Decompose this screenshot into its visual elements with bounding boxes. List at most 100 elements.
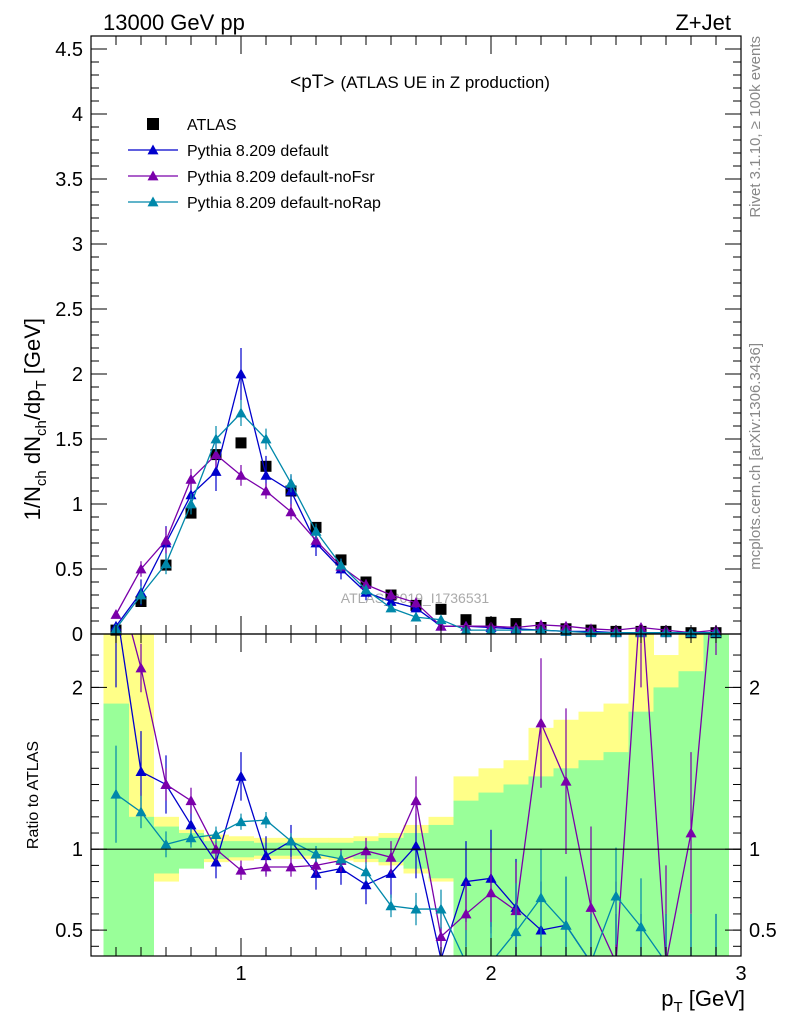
ratio-series-1-point	[135, 662, 147, 673]
main-ylabel: 1/Nch dNch/dpT [GeV]	[20, 318, 50, 520]
ratio-series-2-point	[610, 890, 622, 901]
data-point	[235, 437, 247, 449]
ratio-series-2-point	[285, 835, 297, 846]
series-1-point	[385, 596, 397, 606]
ratio-series-1-point	[111, 569, 122, 579]
main-ytick-label: 0.5	[55, 559, 83, 581]
ratio-ytick-label-right: 2	[749, 677, 760, 699]
band-green-bin	[703, 634, 729, 956]
series-2-point	[235, 469, 247, 480]
side-mcplots: mcplots.cern.ch [arXiv:1306.3436]	[747, 343, 764, 570]
band-green-bin	[128, 816, 154, 956]
ratio-series-0-point	[260, 850, 272, 861]
series-3-point	[335, 559, 347, 570]
ratio-series-2-point	[360, 866, 372, 877]
data-point	[435, 603, 447, 615]
ratio-series-2-point	[410, 903, 422, 914]
axes-layer: 0 0.5 1 1.5 2 2.5 3 3.5 4 4.5 0.5 0.5 1 1 2 2 1 2 3	[55, 35, 777, 985]
main-ytick-label: 3	[72, 234, 83, 256]
main-title-subtitle: (ATLAS UE in Z production)	[340, 73, 549, 92]
legend-label: Pythia 8.209 default-noFsr	[187, 169, 375, 186]
series-2-point	[185, 473, 197, 484]
series-2-point	[310, 534, 322, 545]
main-ytick-label: 1	[72, 494, 83, 516]
ratio-ylabel: Ratio to ATLAS	[25, 741, 42, 849]
ratio-series-2-point	[711, 957, 722, 967]
ratio-series-2-point	[335, 853, 347, 864]
series-3-point	[260, 433, 272, 444]
ratio-series-1-point	[636, 585, 647, 595]
series-2-point	[260, 485, 272, 496]
legend-marker	[147, 196, 159, 207]
ratio-series-0-point	[686, 957, 697, 967]
main-ytick-label: 2.5	[55, 299, 83, 321]
ratio-series-1-point	[585, 901, 597, 912]
ratio-series-0-point	[410, 840, 422, 851]
series-1-point	[235, 368, 247, 379]
ratio-series-1-point	[711, 552, 722, 562]
header-right: Z+Jet	[675, 10, 731, 35]
xtick-label: 2	[485, 963, 496, 985]
series-3-point	[435, 614, 447, 625]
ratio-series-0-point	[460, 876, 472, 886]
series-2-point	[385, 589, 397, 600]
ratio-series-2-point	[686, 957, 697, 967]
watermark: ATLAS_2019_I1736531	[341, 590, 490, 606]
band-green-bin	[428, 824, 454, 879]
series-3-point	[135, 589, 147, 600]
ratio-series-0-point	[711, 957, 722, 967]
ratio-series-2-point	[135, 806, 147, 817]
series-2-point	[535, 619, 547, 630]
series-2-point	[110, 609, 122, 619]
ratio-series-2-point	[560, 919, 572, 930]
series-2-point	[410, 597, 422, 608]
series-3-point	[410, 611, 422, 622]
ratio-series-2-point	[535, 892, 547, 903]
legend-marker	[147, 144, 159, 155]
ratio-series-2-point	[210, 829, 222, 840]
series-3-point	[185, 498, 197, 509]
ratio-series-1-point	[685, 827, 697, 838]
ratio-series-2-point	[235, 816, 247, 827]
ratio-ytick-label: 0.5	[55, 920, 83, 942]
ratio-series-1-point	[435, 931, 447, 941]
ratio-series-1-point	[535, 717, 547, 728]
main-ytick-label: 0	[72, 624, 83, 646]
xtick-label: 3	[735, 963, 746, 985]
main-title-text: <pT>	[290, 72, 334, 93]
ratio-series-1-point	[661, 957, 672, 967]
series-3-point	[310, 525, 322, 536]
series-1-point	[210, 466, 222, 476]
ratio-ytick-label: 1	[72, 839, 83, 861]
ratio-series-0-point	[360, 879, 372, 890]
series-2-point	[285, 506, 297, 517]
data-point	[460, 614, 472, 626]
ratio-ytick-label-right: 1	[749, 839, 760, 861]
legend-label: Pythia 8.209 default-noRap	[187, 195, 381, 212]
ratio-series-1-point	[611, 957, 622, 967]
legend-label: Pythia 8.209 default	[187, 143, 329, 160]
ratio-series-2-point	[661, 957, 672, 967]
ratio-series-0-point	[210, 856, 222, 867]
ratio-series-1-point	[160, 778, 172, 789]
legend-marker	[147, 118, 159, 130]
ratio-series-2-point	[310, 848, 322, 859]
ratio-series-1-point	[185, 795, 197, 806]
xlabel: pT [GeV]	[661, 986, 745, 1016]
main-ytick-label: 3.5	[55, 169, 83, 191]
ratio-series-0-point	[611, 957, 622, 967]
ratio-series-2-point	[435, 903, 447, 914]
legend-marker	[147, 170, 159, 181]
ratio-series-1-point	[385, 851, 397, 862]
ratio-series-1-point	[310, 859, 322, 870]
series-1-point	[260, 469, 272, 480]
ratio-clip-group	[110, 552, 722, 967]
ratio-series-2-point	[635, 921, 647, 932]
legend: ATLAS Pythia 8.209 default Pythia 8.209 de…	[128, 117, 381, 212]
header-left: 13000 GeV pp	[103, 10, 245, 35]
ratio-series-1-point	[260, 861, 272, 872]
main-ytick-label: 2	[72, 364, 83, 386]
ratio-series-0-point	[661, 957, 672, 967]
ratio-series-0-point	[185, 819, 197, 830]
series-3-point	[285, 477, 297, 488]
